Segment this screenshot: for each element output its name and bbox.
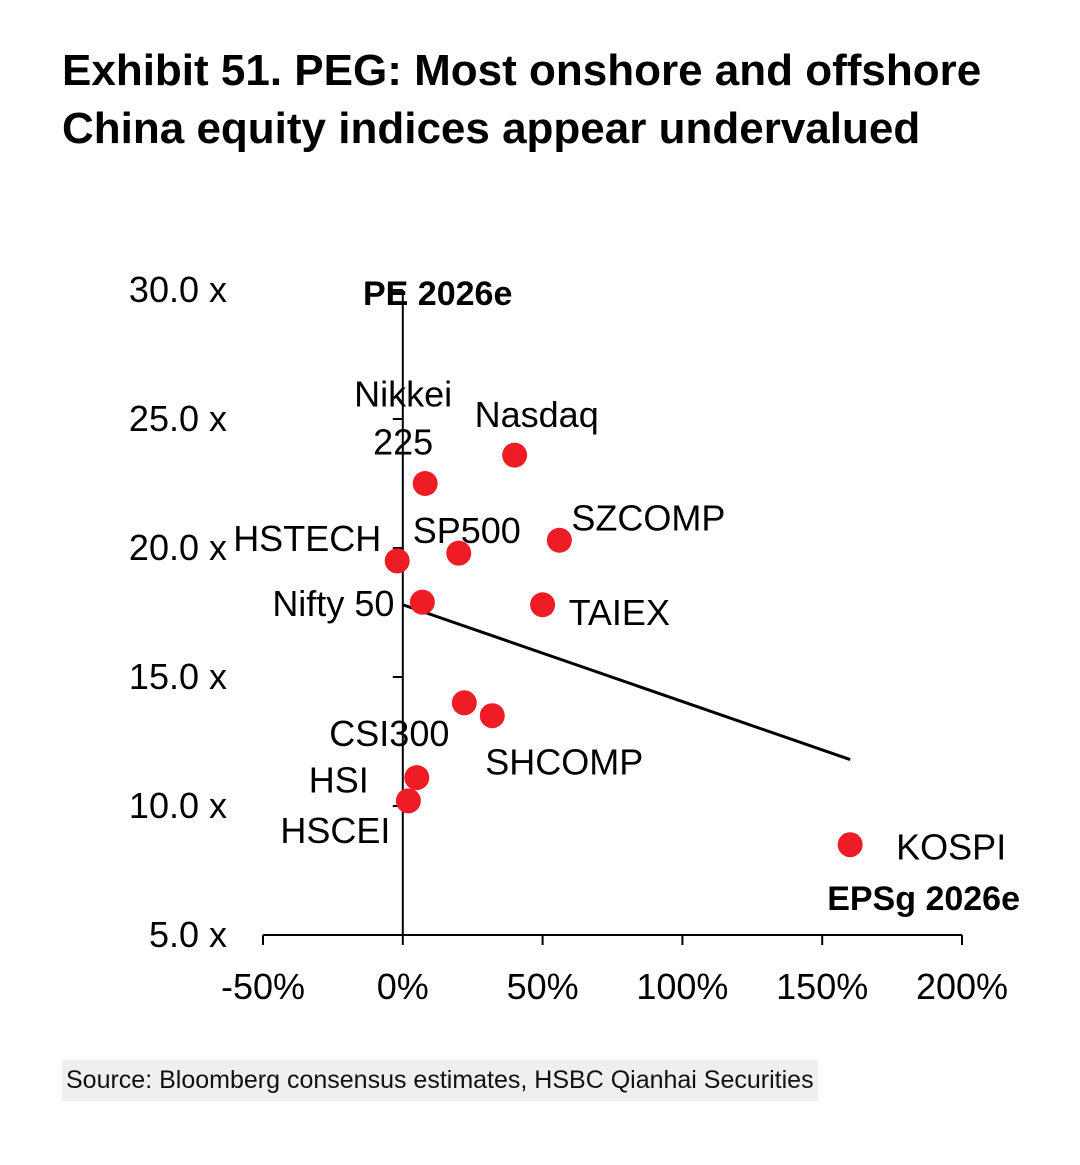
y-tick-label: 20.0 x	[129, 527, 227, 568]
point-label-kospi: KOSPI	[896, 827, 1006, 868]
x-tick-label: 100%	[636, 966, 728, 1007]
point-label-csi300: CSI300	[329, 713, 449, 754]
point-csi300	[451, 690, 477, 716]
point-sp500	[446, 540, 472, 566]
scatter-chart: -50% 0% 50% 100% 150% 200% 5.0 x 10.0 x 15.0 x 20…	[129, 269, 1020, 1007]
x-tick-label: 150%	[776, 966, 868, 1007]
point-label-nikkei-225: Nikkei	[354, 374, 452, 415]
point-label-sp500: SP500	[413, 510, 521, 551]
x-tick-label: 0%	[377, 966, 429, 1007]
point-hsi	[404, 765, 430, 791]
point-label-nifty-50: Nifty 50	[272, 583, 394, 624]
point-nikkei-225	[412, 471, 438, 496]
point-szcomp	[546, 527, 572, 553]
trendline	[402, 603, 851, 761]
trendline-layer	[402, 603, 851, 761]
x-axis-title: EPSg 2026e	[827, 880, 1020, 918]
point-label-hsi: HSI	[309, 760, 369, 801]
y-tick-label: 5.0 x	[149, 914, 227, 955]
point-label-nasdaq: Nasdaq	[475, 394, 599, 435]
point-nasdaq	[502, 442, 528, 468]
point-hscei	[395, 788, 421, 814]
point-nifty-50	[409, 589, 435, 615]
x-tick-label: -50%	[221, 966, 305, 1007]
point-kospi	[837, 832, 863, 858]
y-tick-label: 25.0 x	[129, 398, 227, 439]
point-taiex	[530, 592, 556, 618]
point-label-taiex: TAIEX	[569, 592, 670, 633]
y-tick-label: 10.0 x	[129, 785, 227, 826]
axes: -50% 0% 50% 100% 150% 200% 5.0 x 10.0 x 15.0 x 20…	[129, 269, 1008, 1007]
source-note: Source: Bloomberg consensus estimates, H…	[62, 1060, 818, 1101]
chart-title: Exhibit 51. PEG: Most onshore and offsho…	[62, 46, 982, 153]
point-label-hstech: HSTECH	[233, 518, 381, 559]
x-tick-label: 200%	[916, 966, 1008, 1007]
point-hstech	[384, 548, 410, 574]
x-tick-label: 50%	[507, 966, 579, 1007]
point-label-shcomp: SHCOMP	[485, 742, 643, 783]
y-axis-title: PE 2026e	[363, 275, 512, 313]
point-label-szcomp: SZCOMP	[571, 497, 725, 538]
y-tick-label: 30.0 x	[129, 269, 227, 310]
points-layer	[384, 442, 863, 858]
point-shcomp	[479, 703, 505, 729]
point-labels-layer: Nasdaq Nikkei 225 SZCOMP SP500 HSTECH Nifty 50…	[233, 374, 1006, 868]
point-label-nikkei-225: 225	[373, 422, 433, 463]
point-label-hscei: HSCEI	[280, 810, 390, 851]
y-tick-label: 15.0 x	[129, 656, 227, 697]
